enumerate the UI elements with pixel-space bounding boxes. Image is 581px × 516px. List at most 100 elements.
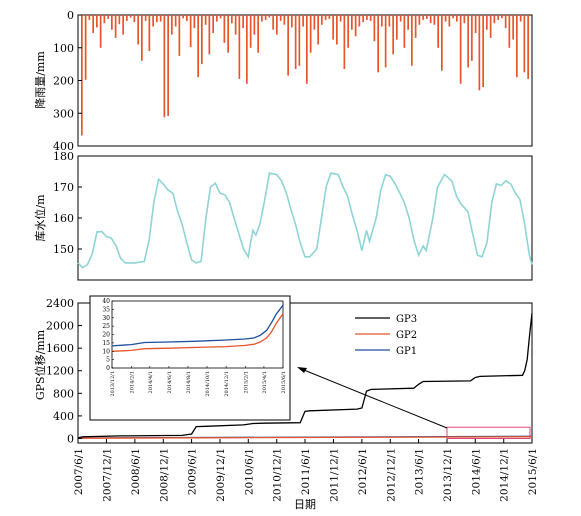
rainfall-bar <box>324 15 327 20</box>
inset-y-tick-label: 40 <box>102 298 110 305</box>
rainfall-bar <box>321 15 323 25</box>
x-tick-label: 2010/6/1 <box>243 448 255 495</box>
rainfall-bar <box>174 15 177 27</box>
rainfall-bar <box>523 15 526 73</box>
rainfall-bar <box>306 15 308 84</box>
rainfall-bar <box>497 15 499 20</box>
x-tick-label: 2011/12/1 <box>328 448 340 502</box>
rainfall-bar <box>339 15 342 22</box>
rainfall-bar <box>264 15 267 20</box>
rainfall-bar <box>137 15 139 45</box>
rainfall-bar <box>448 15 451 27</box>
y-tick-label: 170 <box>53 181 74 194</box>
y-tick-label: 300 <box>53 107 74 120</box>
rainfall-bar <box>122 15 124 35</box>
rainfall-bar <box>463 15 466 24</box>
y-tick-label: 2400 <box>46 297 74 310</box>
rainfall-bar <box>478 15 481 91</box>
y-tick-label: 160 <box>53 212 74 225</box>
rainfall-bar <box>276 15 278 35</box>
rainfall-bar <box>516 15 518 78</box>
rainfall-panel: 0 100 200 300 400 降雨量/mm <box>33 9 533 153</box>
inset-x-tick-label: 2015/4/1 <box>262 371 268 393</box>
x-tick-label: 2012/6/1 <box>357 448 369 495</box>
rainfall-bar <box>482 15 484 88</box>
rainfall-bar <box>437 15 439 48</box>
rainfall-bar <box>96 15 98 28</box>
rainfall-bar <box>103 15 106 24</box>
rainfall-bars <box>81 15 529 136</box>
y-tick-label: 400 <box>53 410 74 423</box>
reservoir-level-line <box>77 172 533 269</box>
legend: GP3 GP2 GP1 <box>355 314 417 357</box>
rainfall-bar <box>133 15 136 23</box>
x-tick-label: 2008/6/1 <box>130 448 142 495</box>
rainfall-bar <box>489 15 492 38</box>
rainfall-bar <box>456 15 458 22</box>
x-tick-label: 2015/6/1 <box>527 448 539 495</box>
inset-y-tick-label: 0 <box>106 365 110 372</box>
gps-y-label: GPS位移/mm <box>33 329 47 400</box>
y-tick-label: 1600 <box>46 342 74 355</box>
rainfall-bar <box>272 15 274 30</box>
rainfall-bar <box>148 15 151 51</box>
rainfall-y-label: 降雨量/mm <box>33 51 47 109</box>
rainfall-bar <box>313 15 316 30</box>
rainfall-bar <box>152 15 154 27</box>
rainfall-bar <box>351 15 353 30</box>
rainfall-bar <box>246 15 248 84</box>
rainfall-bar <box>204 15 207 25</box>
rainfall-bar <box>294 15 297 69</box>
rainfall-bar <box>328 15 331 19</box>
inset-x-tick-label: 2015/6/1 <box>281 371 287 393</box>
legend-label-gp3: GP3 <box>396 314 417 325</box>
rainfall-bar <box>114 15 117 38</box>
x-tick-label: 2014/6/1 <box>470 448 482 495</box>
rainfall-bar <box>309 15 312 53</box>
rainfall-bar <box>429 15 432 24</box>
legend-label-gp2: GP2 <box>396 330 417 341</box>
y-tick-label: 1200 <box>46 365 74 378</box>
rainfall-bar <box>287 15 289 76</box>
inset-y-tick-label: 5 <box>106 357 110 364</box>
rainfall-bar <box>407 15 409 30</box>
rainfall-bar <box>283 15 286 25</box>
rainfall-bar <box>171 15 173 35</box>
legend-label-gp1: GP1 <box>396 346 417 357</box>
rainfall-bar <box>238 15 241 79</box>
rainfall-bar <box>129 15 132 18</box>
rainfall-bar <box>208 15 211 55</box>
rainfall-bar <box>396 15 398 40</box>
zoom-arrow-head <box>297 367 307 373</box>
rainfall-bar <box>144 15 147 21</box>
rainfall-bar <box>291 15 293 28</box>
rainfall-bar <box>163 15 166 118</box>
y-tick-label: 800 <box>53 387 74 400</box>
rainfall-bar <box>366 15 368 20</box>
rainfall-bar <box>381 15 383 27</box>
inset-x-tick-label: 2014/10/1 <box>205 371 211 397</box>
y-tick-label: 100 <box>53 42 74 55</box>
x-tick-label: 2007/6/1 <box>73 448 85 495</box>
x-tick-label: 2008/12/1 <box>158 448 170 502</box>
inset-gp2-line <box>111 313 284 352</box>
rainfall-bar <box>81 15 83 136</box>
rainfall-bar <box>452 15 454 19</box>
inset-x-tick-label: 2014/12/1 <box>224 371 230 397</box>
inset-gp1-line <box>111 304 284 347</box>
inset-y-tick-label: 20 <box>102 332 110 339</box>
inset-y-tick-label: 15 <box>102 340 110 347</box>
rainfall-bar <box>193 15 196 29</box>
rainfall-bar <box>223 15 226 43</box>
rainfall-bar <box>279 15 282 21</box>
rainfall-bar <box>504 15 507 29</box>
rainfall-bar <box>302 15 304 27</box>
inset-y-tick-label: 10 <box>102 348 110 355</box>
x-tick-label: 2010/12/1 <box>272 448 284 502</box>
inset-x-ticks: 2013/12/1 2014/2/1 2014/4/1 2014/6/1 2014/8/… <box>110 366 287 397</box>
inset-y-tick-label: 30 <box>102 315 110 322</box>
series-gp3-line <box>77 313 533 439</box>
